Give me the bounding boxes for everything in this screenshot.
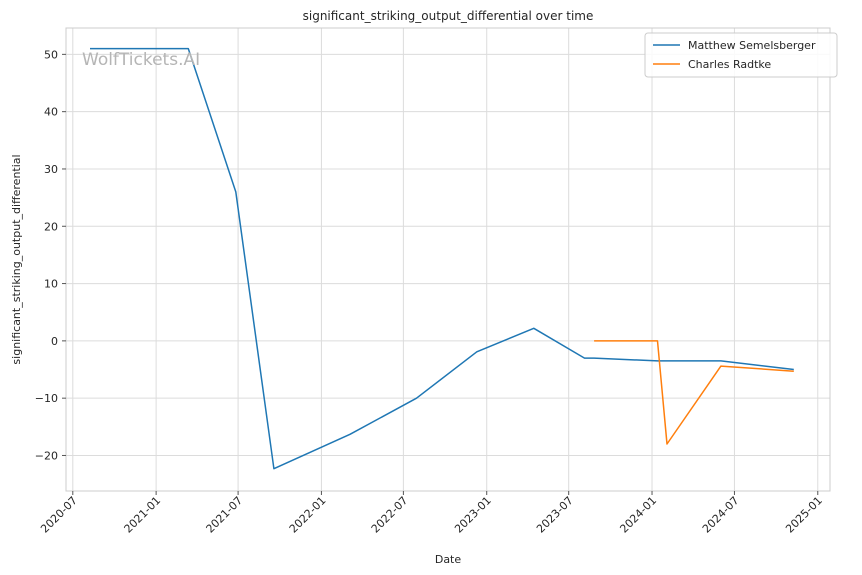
x-tick-label: 2022-07 — [369, 494, 411, 536]
x-tick-label: 2022-01 — [287, 494, 329, 536]
legend-label: Matthew Semelsberger — [688, 39, 816, 52]
y-tick-label: 10 — [44, 278, 58, 291]
y-tick-label: 30 — [44, 163, 58, 176]
x-axis-title: Date — [435, 553, 462, 566]
x-tick-label: 2023-07 — [534, 494, 576, 536]
x-tick-label: 2023-01 — [452, 494, 494, 536]
legend-label: Charles Radtke — [688, 58, 771, 71]
x-axis-ticks: 2020-07 2021-01 2021-07 2022-01 2022-07 2023-… — [38, 491, 825, 536]
y-tick-label: −10 — [35, 392, 58, 405]
series-line-1 — [90, 47, 794, 470]
y-axis-title: significant_striking_output_differential — [10, 154, 23, 364]
x-tick-label: 2021-01 — [122, 494, 164, 536]
y-tick-label: 20 — [44, 220, 58, 233]
x-tick-label: 2024-01 — [617, 494, 659, 536]
legend: Matthew Semelsberger Charles Radtke — [644, 32, 838, 78]
y-tick-label: 50 — [44, 48, 58, 61]
series-lines — [90, 47, 794, 470]
chart-title: significant_striking_output_differential… — [303, 9, 594, 23]
series-line-2 — [594, 340, 794, 445]
plot-frame — [65, 27, 831, 492]
watermark-text: WolfTickets.AI — [82, 50, 200, 70]
grid-lines — [66, 28, 830, 491]
legend-box — [644, 32, 838, 78]
y-tick-label: −20 — [35, 449, 58, 462]
x-tick-label: 2025-01 — [783, 494, 825, 536]
y-axis-ticks: −20 −10 0 10 20 30 40 50 — [35, 48, 66, 462]
y-tick-label: 40 — [44, 106, 58, 119]
x-tick-label: 2021-07 — [204, 494, 246, 536]
x-tick-label: 2024-07 — [700, 494, 742, 536]
y-tick-label: 0 — [51, 335, 58, 348]
x-tick-label: 2020-07 — [38, 494, 80, 536]
